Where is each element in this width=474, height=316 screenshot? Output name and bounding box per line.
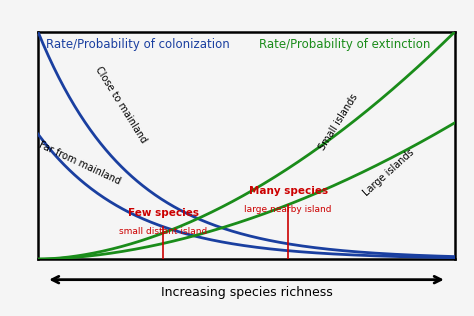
Text: Far from mainland: Far from mainland: [37, 140, 122, 187]
Text: large nearby island: large nearby island: [245, 205, 332, 214]
Text: small distant island: small distant island: [119, 227, 207, 236]
Text: Few species: Few species: [128, 208, 199, 218]
Text: Rate/Probability of extinction: Rate/Probability of extinction: [259, 39, 430, 52]
Text: Rate/Probability of colonization: Rate/Probability of colonization: [46, 39, 230, 52]
Text: Many species: Many species: [249, 185, 328, 196]
Text: Increasing species richness: Increasing species richness: [161, 286, 332, 299]
Text: Small islands: Small islands: [317, 93, 360, 153]
Text: Close to mainland: Close to mainland: [94, 64, 149, 144]
Text: Large islands: Large islands: [361, 147, 416, 198]
